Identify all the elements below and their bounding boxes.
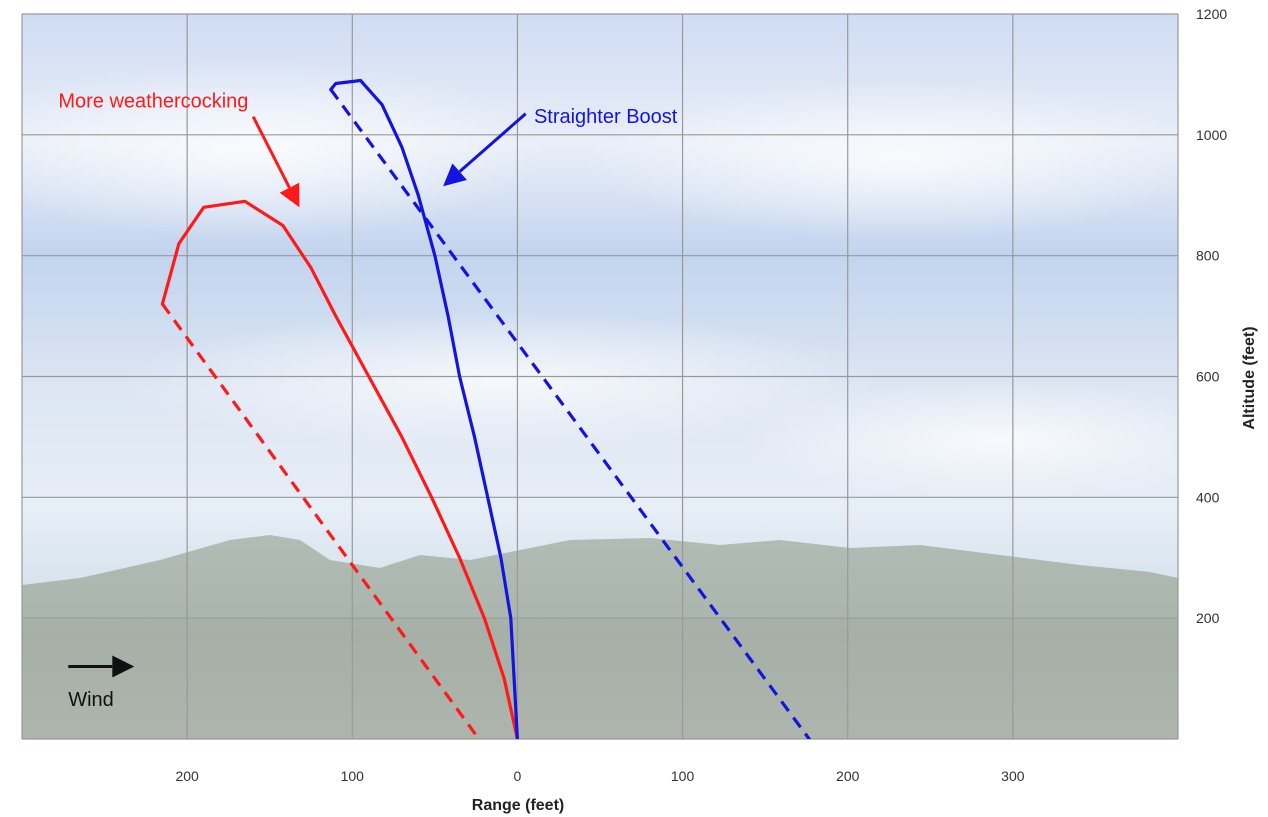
annotation-text-1: Straighter Boost xyxy=(534,106,678,128)
annotation-text-2: Wind xyxy=(68,689,114,711)
x-tick-label: 0 xyxy=(514,768,522,784)
y-tick-label: 400 xyxy=(1196,489,1220,505)
y-tick-label: 1000 xyxy=(1196,127,1227,143)
y-tick-label: 200 xyxy=(1196,610,1220,626)
series-line-0-solid xyxy=(160,199,520,739)
annotation-arrow-2-head xyxy=(112,655,135,678)
x-axis-label: Range (feet) xyxy=(472,797,564,814)
y-tick-label: 800 xyxy=(1196,248,1220,264)
annotation-arrow-0-head xyxy=(279,182,300,208)
x-tick-label: 200 xyxy=(836,768,860,784)
annotations: More weathercocking Straighter Boost Wind xyxy=(58,91,677,711)
x-tick-label: 100 xyxy=(341,768,365,784)
series-line-2-solid xyxy=(329,78,520,739)
series-group xyxy=(160,78,812,739)
grid xyxy=(21,13,1179,740)
x-tick-label: 100 xyxy=(671,768,695,784)
series-line-1-dashed xyxy=(161,303,481,739)
x-tick-label: 300 xyxy=(1001,768,1025,784)
annotation-text-0: More weathercocking xyxy=(58,91,248,113)
y-axis-label: Altitude (feet) xyxy=(1241,326,1258,429)
x-axis-ticks: 200 100 0 100 200 300 xyxy=(175,768,1024,784)
x-tick-label: 200 xyxy=(175,768,199,784)
annotation-arrow-0-shaft xyxy=(251,116,291,189)
y-tick-label: 1200 xyxy=(1196,6,1227,22)
annotation-arrow-1-shaft xyxy=(458,112,527,173)
annotation-arrow-1-head xyxy=(443,163,467,187)
y-tick-label: 600 xyxy=(1196,369,1220,385)
y-axis-ticks: 200 400 600 800 1000 1200 xyxy=(1196,6,1227,626)
series-line-3-dashed xyxy=(329,88,812,739)
